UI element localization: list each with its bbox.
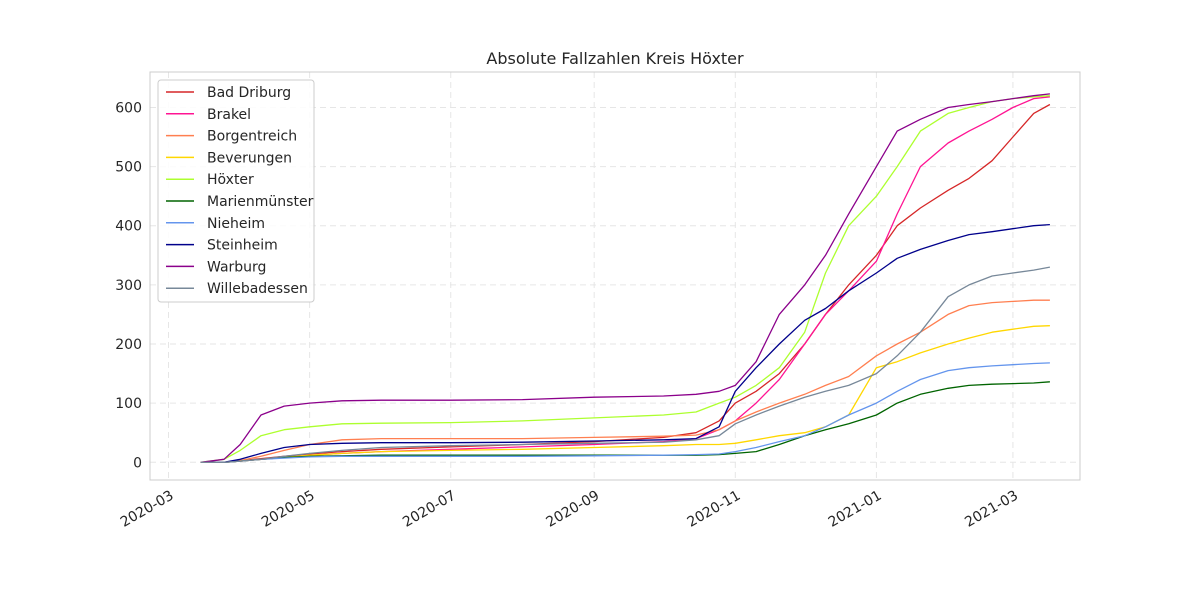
series-line-steinheim	[200, 223, 1050, 463]
series-line-warburg	[200, 93, 1050, 463]
legend: Bad Driburg Brakel Borgentreich Beverungen H…	[157, 79, 315, 303]
y-tick-label: 500	[115, 160, 142, 176]
chart-title: Absolute Fallzahlen Kreis Höxter	[486, 49, 744, 68]
legend-label: Nieheim	[207, 216, 265, 232]
legend-label: Höxter	[207, 172, 254, 188]
legend-label: Bad Driburg	[207, 85, 291, 101]
legend-label: Willebadessen	[207, 281, 308, 297]
legend-label: Borgentreich	[207, 129, 297, 145]
y-tick-label: 0	[133, 455, 142, 471]
series-line-beverungen	[200, 325, 1050, 463]
series-lines	[200, 93, 1051, 463]
y-tick-label: 100	[115, 396, 142, 412]
y-tick-label: 200	[115, 337, 142, 353]
y-tick-label: 600	[115, 100, 142, 116]
y-tick-label: 400	[115, 219, 142, 235]
legend-label: Marienmünster	[207, 194, 314, 210]
series-line-borgentreich	[200, 299, 1050, 463]
legend-label: Warburg	[207, 259, 266, 275]
legend-box	[157, 79, 315, 303]
series-line-willebadessen	[200, 266, 1051, 463]
series-line-nieheim	[200, 362, 1050, 463]
y-tick-label: 300	[115, 278, 142, 294]
series-line-hoexter	[200, 95, 1050, 463]
plot-frame	[149, 71, 1081, 481]
legend-label: Brakel	[207, 107, 251, 123]
y-axis-tick-labels: 0 100 200 300 400 500 600	[115, 100, 142, 471]
legend-label: Steinheim	[207, 238, 278, 254]
legend-label: Beverungen	[207, 150, 292, 166]
